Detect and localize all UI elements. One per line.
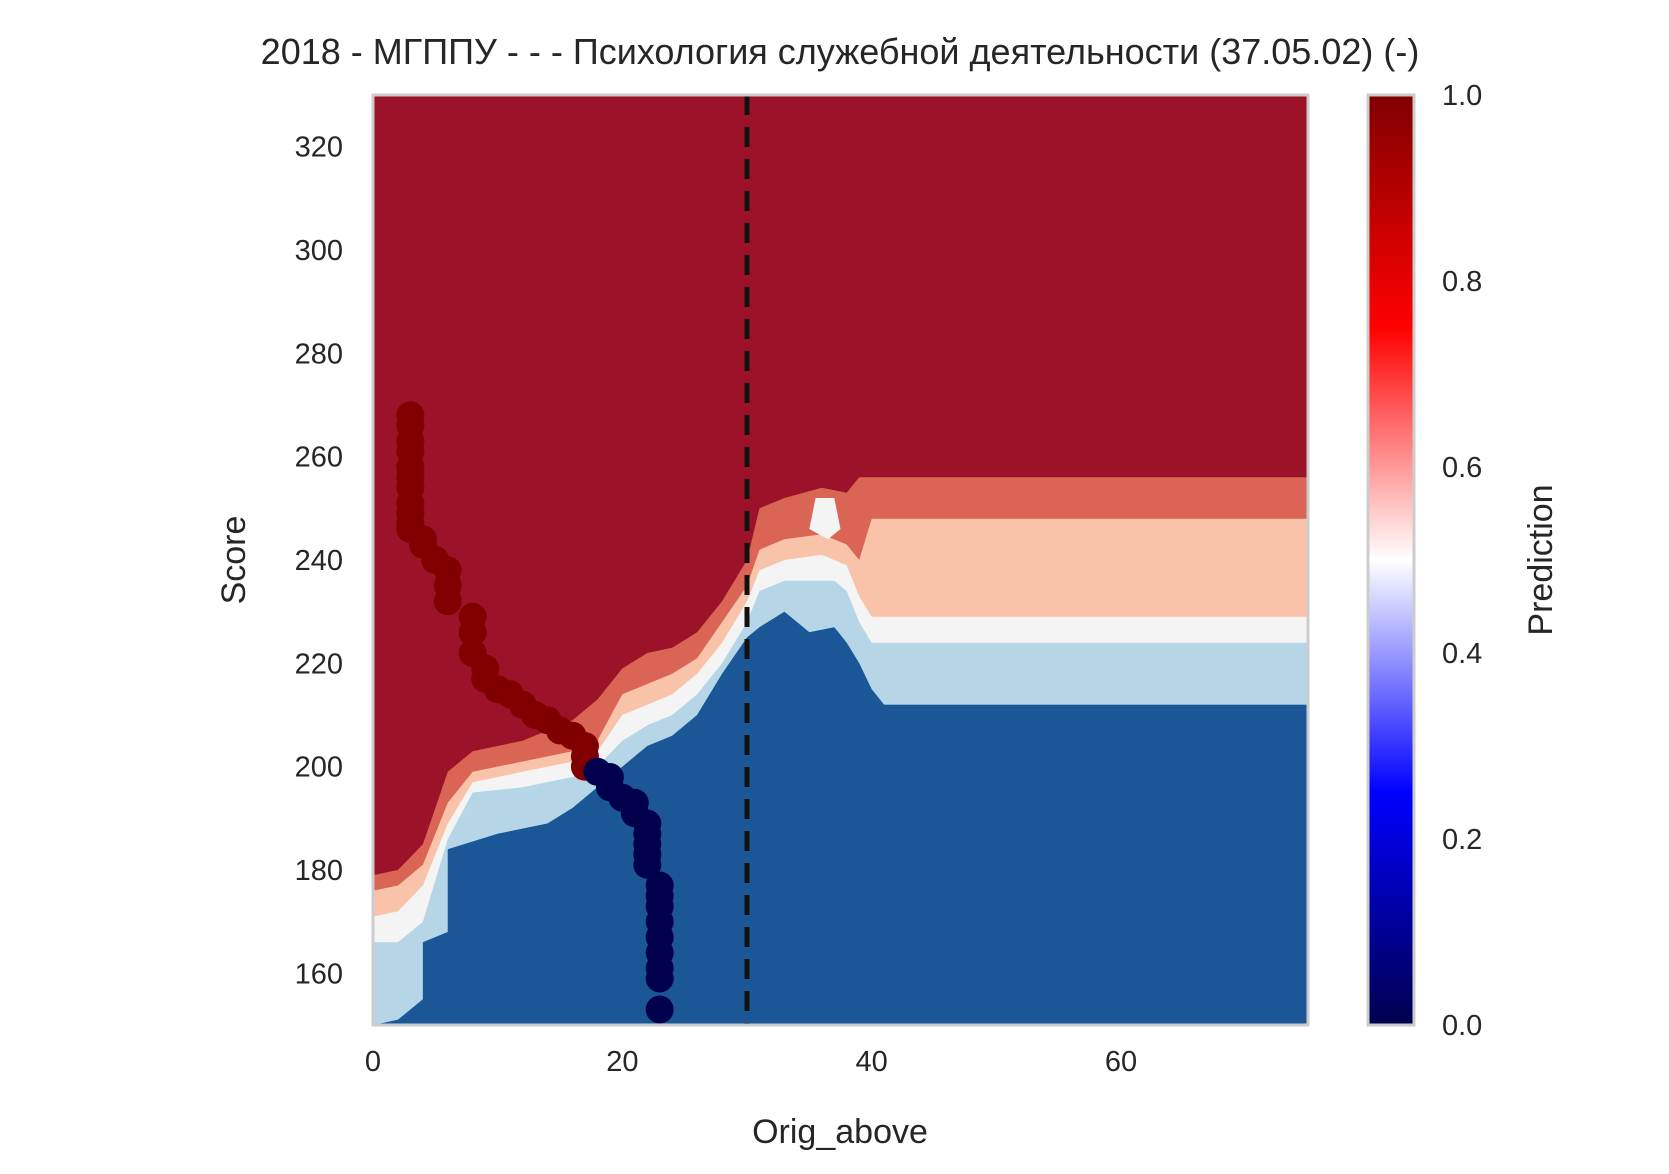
y-tick-label: 300 [295,235,343,267]
y-tick-label: 240 [295,545,343,577]
plot-area [373,95,1308,1025]
white-island-1 [809,498,841,540]
contour-band-0.0-0.2 [373,611,1308,1025]
red-island-1 [769,394,850,457]
y-axis-ticks: 160 180 200 220 240 260 280 300 320 [295,132,343,991]
colorbar-tick-label: 0.8 [1442,266,1482,298]
colorbar-tick-label: 0.0 [1442,1010,1482,1042]
marker-high-18 [458,618,487,647]
y-tick-label: 160 [295,958,343,990]
chart-title: 2018 - МГППУ - - - Психология служебной … [261,31,1420,72]
colorbar-ticks: 0.0 0.2 0.4 0.6 0.8 1.0 [1442,80,1482,1042]
x-tick-label: 20 [606,1046,638,1078]
colorbar-label: Prediction [1522,484,1560,635]
x-tick-label: 60 [1105,1046,1137,1078]
y-tick-label: 260 [295,442,343,474]
y-axis-label: Score [215,516,253,605]
marker-high-16 [433,587,462,616]
colorbar-tick-label: 0.6 [1442,452,1482,484]
colorbar-tick-label: 1.0 [1442,80,1482,112]
marker-low-10 [633,850,662,879]
y-tick-label: 200 [295,752,343,784]
colorbar-tick-label: 0.2 [1442,824,1482,856]
y-tick-label: 180 [295,855,343,887]
colorbar [1366,93,1416,1027]
plot-frame [371,93,1310,1027]
x-tick-label: 0 [365,1046,381,1078]
scatter-markers [396,401,674,1024]
red-island-2 [794,348,847,385]
y-tick-label: 220 [295,648,343,680]
marker-low-18 [645,964,674,993]
x-tick-label: 40 [856,1046,888,1078]
colorbar-tick-label: 0.4 [1442,638,1482,670]
y-tick-label: 320 [295,132,343,164]
y-tick-label: 280 [295,338,343,370]
contour-fills [373,415,1308,1025]
contour-islands [769,348,850,540]
x-axis-label: Orig_above [752,1113,928,1151]
marker-low-19 [645,995,674,1024]
x-axis-ticks: 0 20 40 60 [365,1046,1137,1078]
